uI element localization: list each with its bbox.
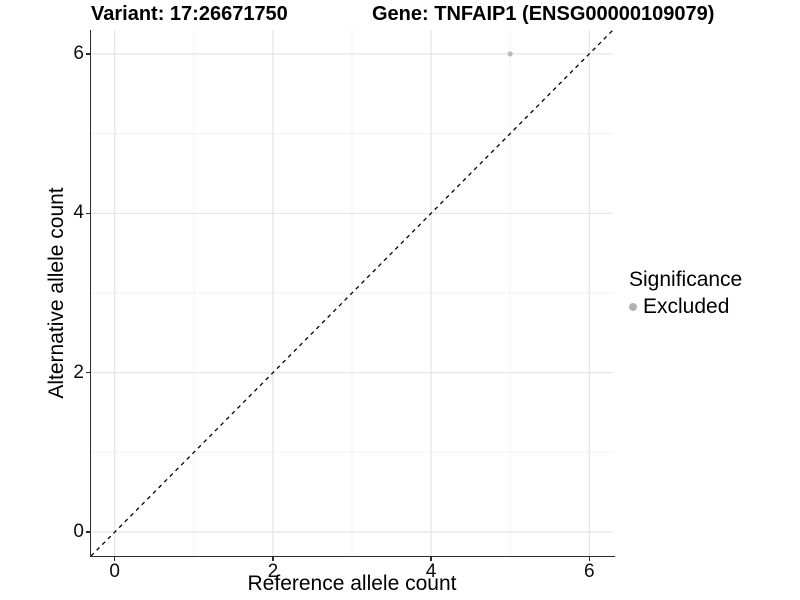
plot-title-gene: Gene: TNFAIP1 (ENSG00000109079) xyxy=(372,3,715,25)
x-axis-title: Reference allele count xyxy=(247,572,457,595)
y-tick-mark xyxy=(86,212,91,215)
y-tick-label: 0 xyxy=(73,521,84,543)
x-tick-label: 6 xyxy=(583,561,595,582)
x-tick-label: 4 xyxy=(425,561,437,582)
y-tick-label: 2 xyxy=(73,361,84,383)
x-tick-label: 2 xyxy=(267,561,279,582)
y-tick-label: 4 xyxy=(73,202,84,224)
x-tick-label: 0 xyxy=(109,561,120,582)
plot-title-variant: Variant: 17:26671750 xyxy=(91,3,288,25)
legend: Significance Excluded xyxy=(629,267,742,319)
legend-title: Significance xyxy=(629,268,743,291)
y-tick-mark xyxy=(86,531,91,533)
y-axis-line xyxy=(89,30,92,557)
y-tick-label: 6 xyxy=(73,42,84,64)
data-point xyxy=(507,51,513,57)
y-tick-mark xyxy=(86,53,91,55)
legend-items: Excluded xyxy=(629,295,742,319)
x-tick-mark xyxy=(430,556,432,561)
x-axis-line xyxy=(89,555,615,558)
identity-dashed-line xyxy=(90,29,614,557)
legend-item: Excluded xyxy=(629,295,742,319)
legend-item-label: Excluded xyxy=(643,295,730,318)
y-axis-title: Alternative allele count xyxy=(45,187,68,399)
x-tick-mark xyxy=(272,556,274,561)
x-tick-mark xyxy=(113,556,116,561)
x-tick-mark xyxy=(588,556,591,561)
legend-key-dot-icon xyxy=(629,303,637,311)
plot-canvas xyxy=(90,29,614,557)
plot-panel xyxy=(90,29,614,557)
y-tick-mark xyxy=(86,371,91,374)
